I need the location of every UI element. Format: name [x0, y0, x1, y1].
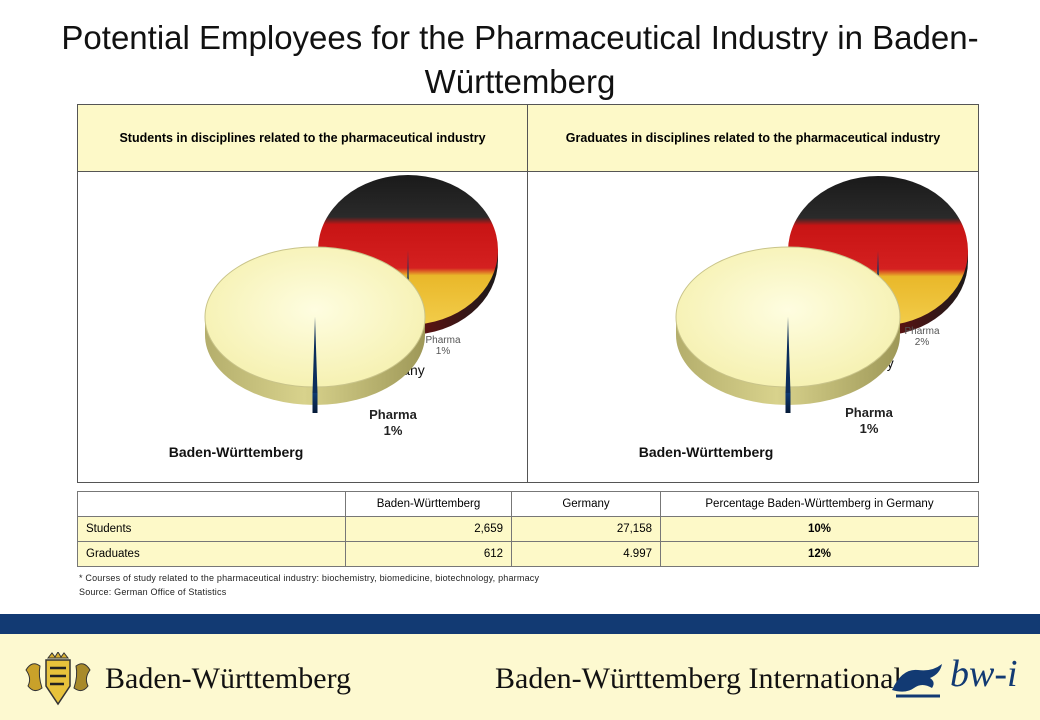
coat-of-arms-icon: [25, 652, 91, 706]
bw-pharma-value: 1%: [384, 423, 403, 438]
table-header-cell: Percentage Baden-Württemberg in Germany: [660, 491, 979, 517]
de-value: 4.997: [511, 541, 661, 567]
charts-panel: Students in disciplines related to the p…: [77, 104, 979, 483]
footnote: * Courses of study related to the pharma…: [79, 573, 540, 583]
page-title: Potential Employees for the Pharmaceutic…: [61, 19, 979, 100]
bw-value: 612: [345, 541, 512, 567]
table-header-row: Baden-Württemberg Germany Percentage Bad…: [77, 491, 979, 517]
bw-value: 2,659: [345, 516, 512, 542]
footer-band: [0, 614, 1040, 634]
bw-pharma-slice: [312, 317, 318, 393]
panel-divider: [527, 171, 528, 482]
pct-value: 12%: [660, 541, 979, 567]
bw-pharma-value: 1%: [860, 421, 879, 436]
bw-pharma-label: Pharma: [369, 407, 417, 422]
table-header-cell: Germany: [511, 491, 661, 517]
data-table: Baden-Württemberg Germany Percentage Bad…: [77, 491, 979, 567]
source-note: Source: German Office of Statistics: [79, 587, 227, 597]
footer-logo-left: Baden-Württemberg: [105, 662, 352, 695]
germany-pharma-value: 1%: [436, 346, 451, 357]
table-row: Students 2,659 27,158 10%: [77, 516, 979, 542]
germany-pharma-label: Pharma: [425, 335, 460, 346]
bw-pharma-slice-side: [785, 393, 791, 413]
table-header-cell: [77, 491, 346, 517]
germany-pharma-label: Pharma: [904, 326, 939, 337]
table-header-cell: Baden-Württemberg: [345, 491, 512, 517]
footer-logo-right: Baden-Württemberg International: [495, 662, 902, 695]
bw-pharma-label: Pharma: [845, 405, 893, 420]
row-label: Graduates: [77, 541, 346, 567]
bw-pie-label: Baden-Württemberg: [169, 444, 304, 460]
row-label: Students: [77, 516, 346, 542]
left-panel-header: Students in disciplines related to the p…: [78, 105, 528, 172]
lion-logo-icon: [892, 664, 942, 698]
bw-pharma-slice: [785, 317, 791, 393]
bw-pharma-slice-side: [312, 393, 318, 413]
right-panel-header: Graduates in disciplines related to the …: [528, 105, 978, 172]
pie-charts: GermanyPharma1%Pharma1%Baden-Württemberg…: [169, 175, 968, 460]
footer-bwi-logo: bw-i: [950, 653, 1018, 695]
bw-pie-label: Baden-Württemberg: [639, 444, 774, 460]
germany-pharma-value: 2%: [915, 337, 930, 348]
pct-value: 10%: [660, 516, 979, 542]
de-value: 27,158: [511, 516, 661, 542]
footer: Baden-Württemberg Baden-Württemberg Inte…: [0, 634, 1040, 720]
table-row: Graduates 612 4.997 12%: [77, 541, 979, 567]
